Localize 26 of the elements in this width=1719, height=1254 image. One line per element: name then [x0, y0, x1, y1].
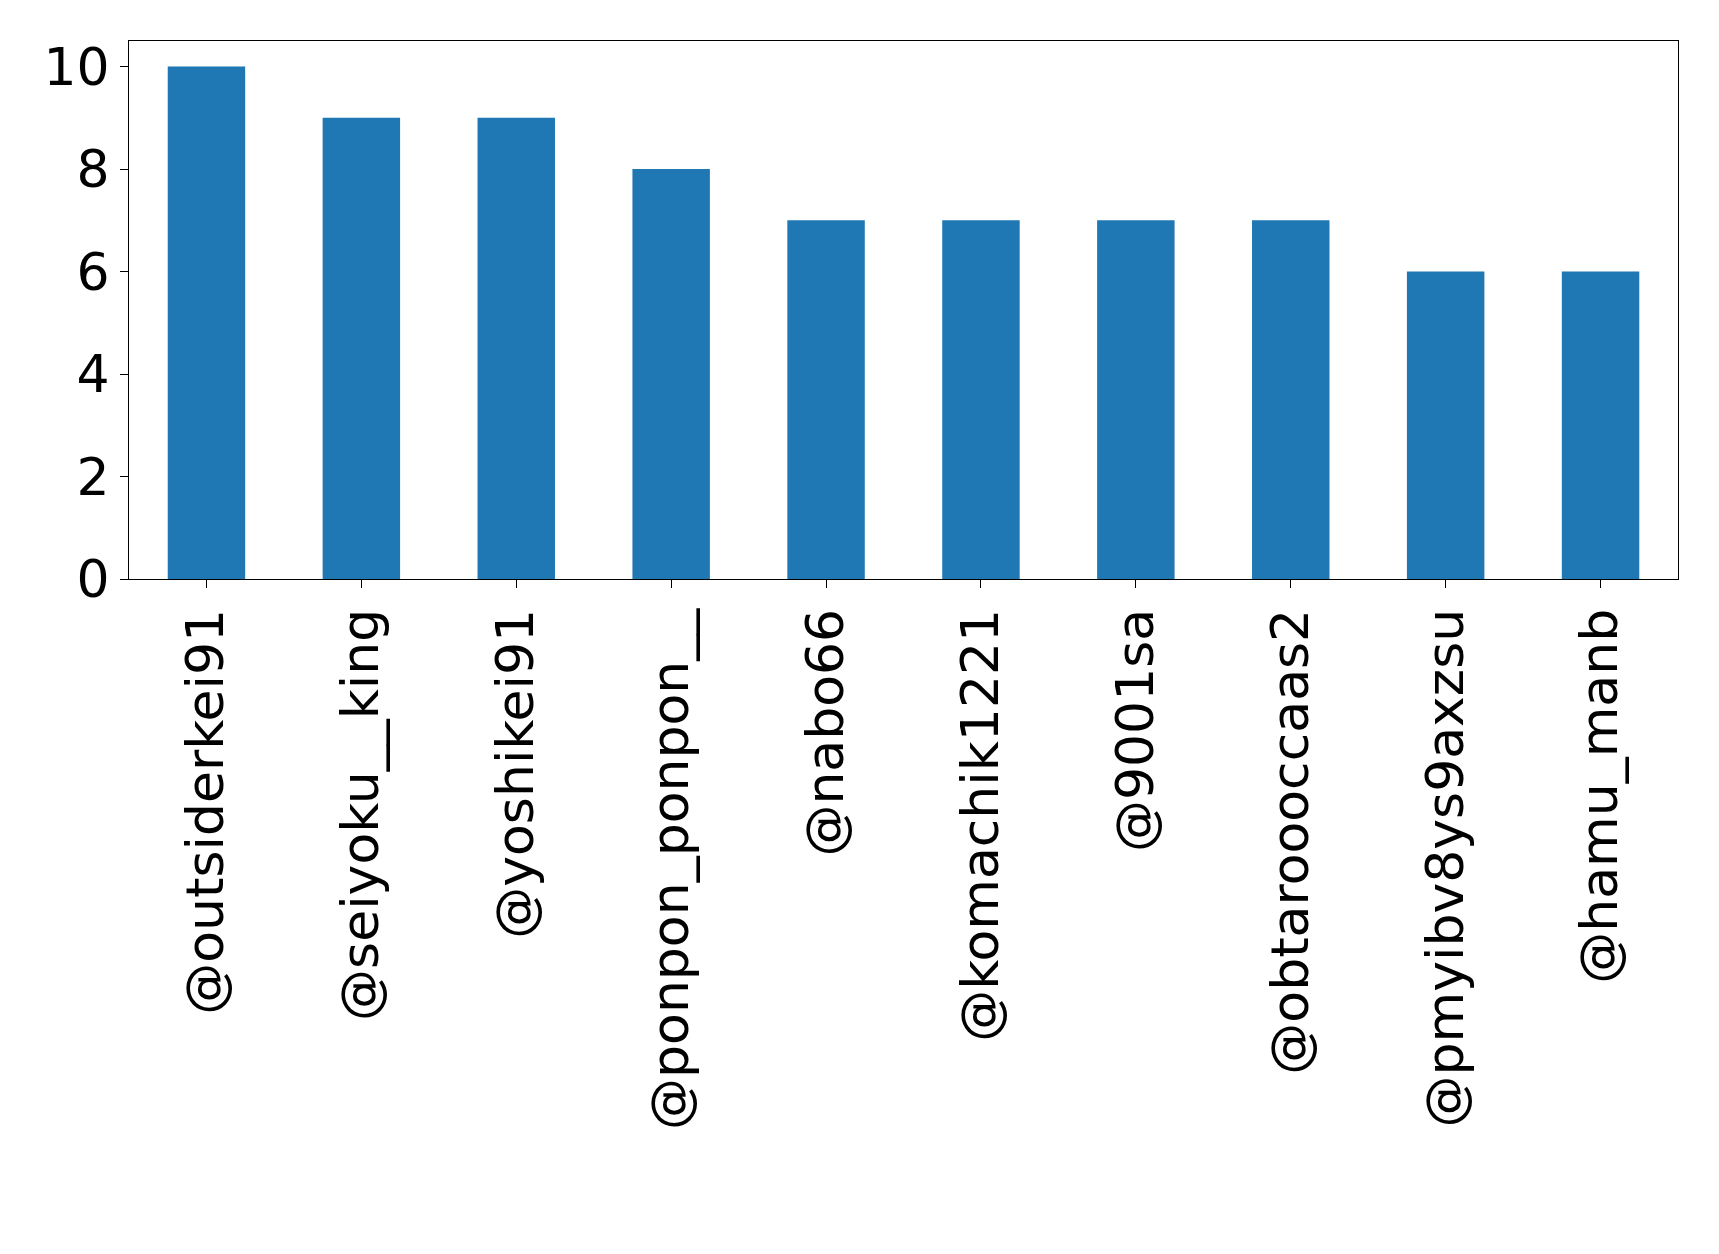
x-tick-label: @hamu_manb — [1569, 608, 1630, 984]
bar — [1097, 220, 1175, 579]
y-tick-label: 4 — [76, 344, 110, 405]
bar — [632, 169, 710, 579]
x-tick-label: @komachik1221 — [949, 608, 1010, 1042]
bar — [1252, 220, 1330, 579]
bar — [1561, 271, 1640, 579]
x-tick-label: @outsiderkei91 — [175, 608, 236, 1015]
x-tick-label: @9001sa — [1104, 608, 1165, 853]
x-tick-label: @nabo66 — [794, 608, 855, 857]
x-tick-label: @seiyoku__king — [330, 608, 391, 1021]
y-tick-label: 8 — [76, 139, 110, 200]
x-tick-label: @obtaroooccaas2 — [1259, 608, 1320, 1075]
bar — [1406, 271, 1485, 579]
bar — [787, 220, 865, 579]
bar — [942, 220, 1020, 579]
y-tick-label: 2 — [76, 446, 110, 507]
y-tick-label: 10 — [43, 36, 110, 97]
x-tick-label: @ponpon_ponpon__ — [640, 607, 701, 1130]
x-tick-label: @yoshikei91 — [485, 608, 546, 939]
bar — [322, 117, 401, 579]
y-tick-label: 0 — [76, 549, 110, 610]
x-tick-label: @pmyibv8ys9axzsu — [1414, 608, 1475, 1128]
bar — [167, 66, 246, 579]
bar — [477, 117, 555, 579]
y-tick-label: 6 — [76, 241, 110, 302]
